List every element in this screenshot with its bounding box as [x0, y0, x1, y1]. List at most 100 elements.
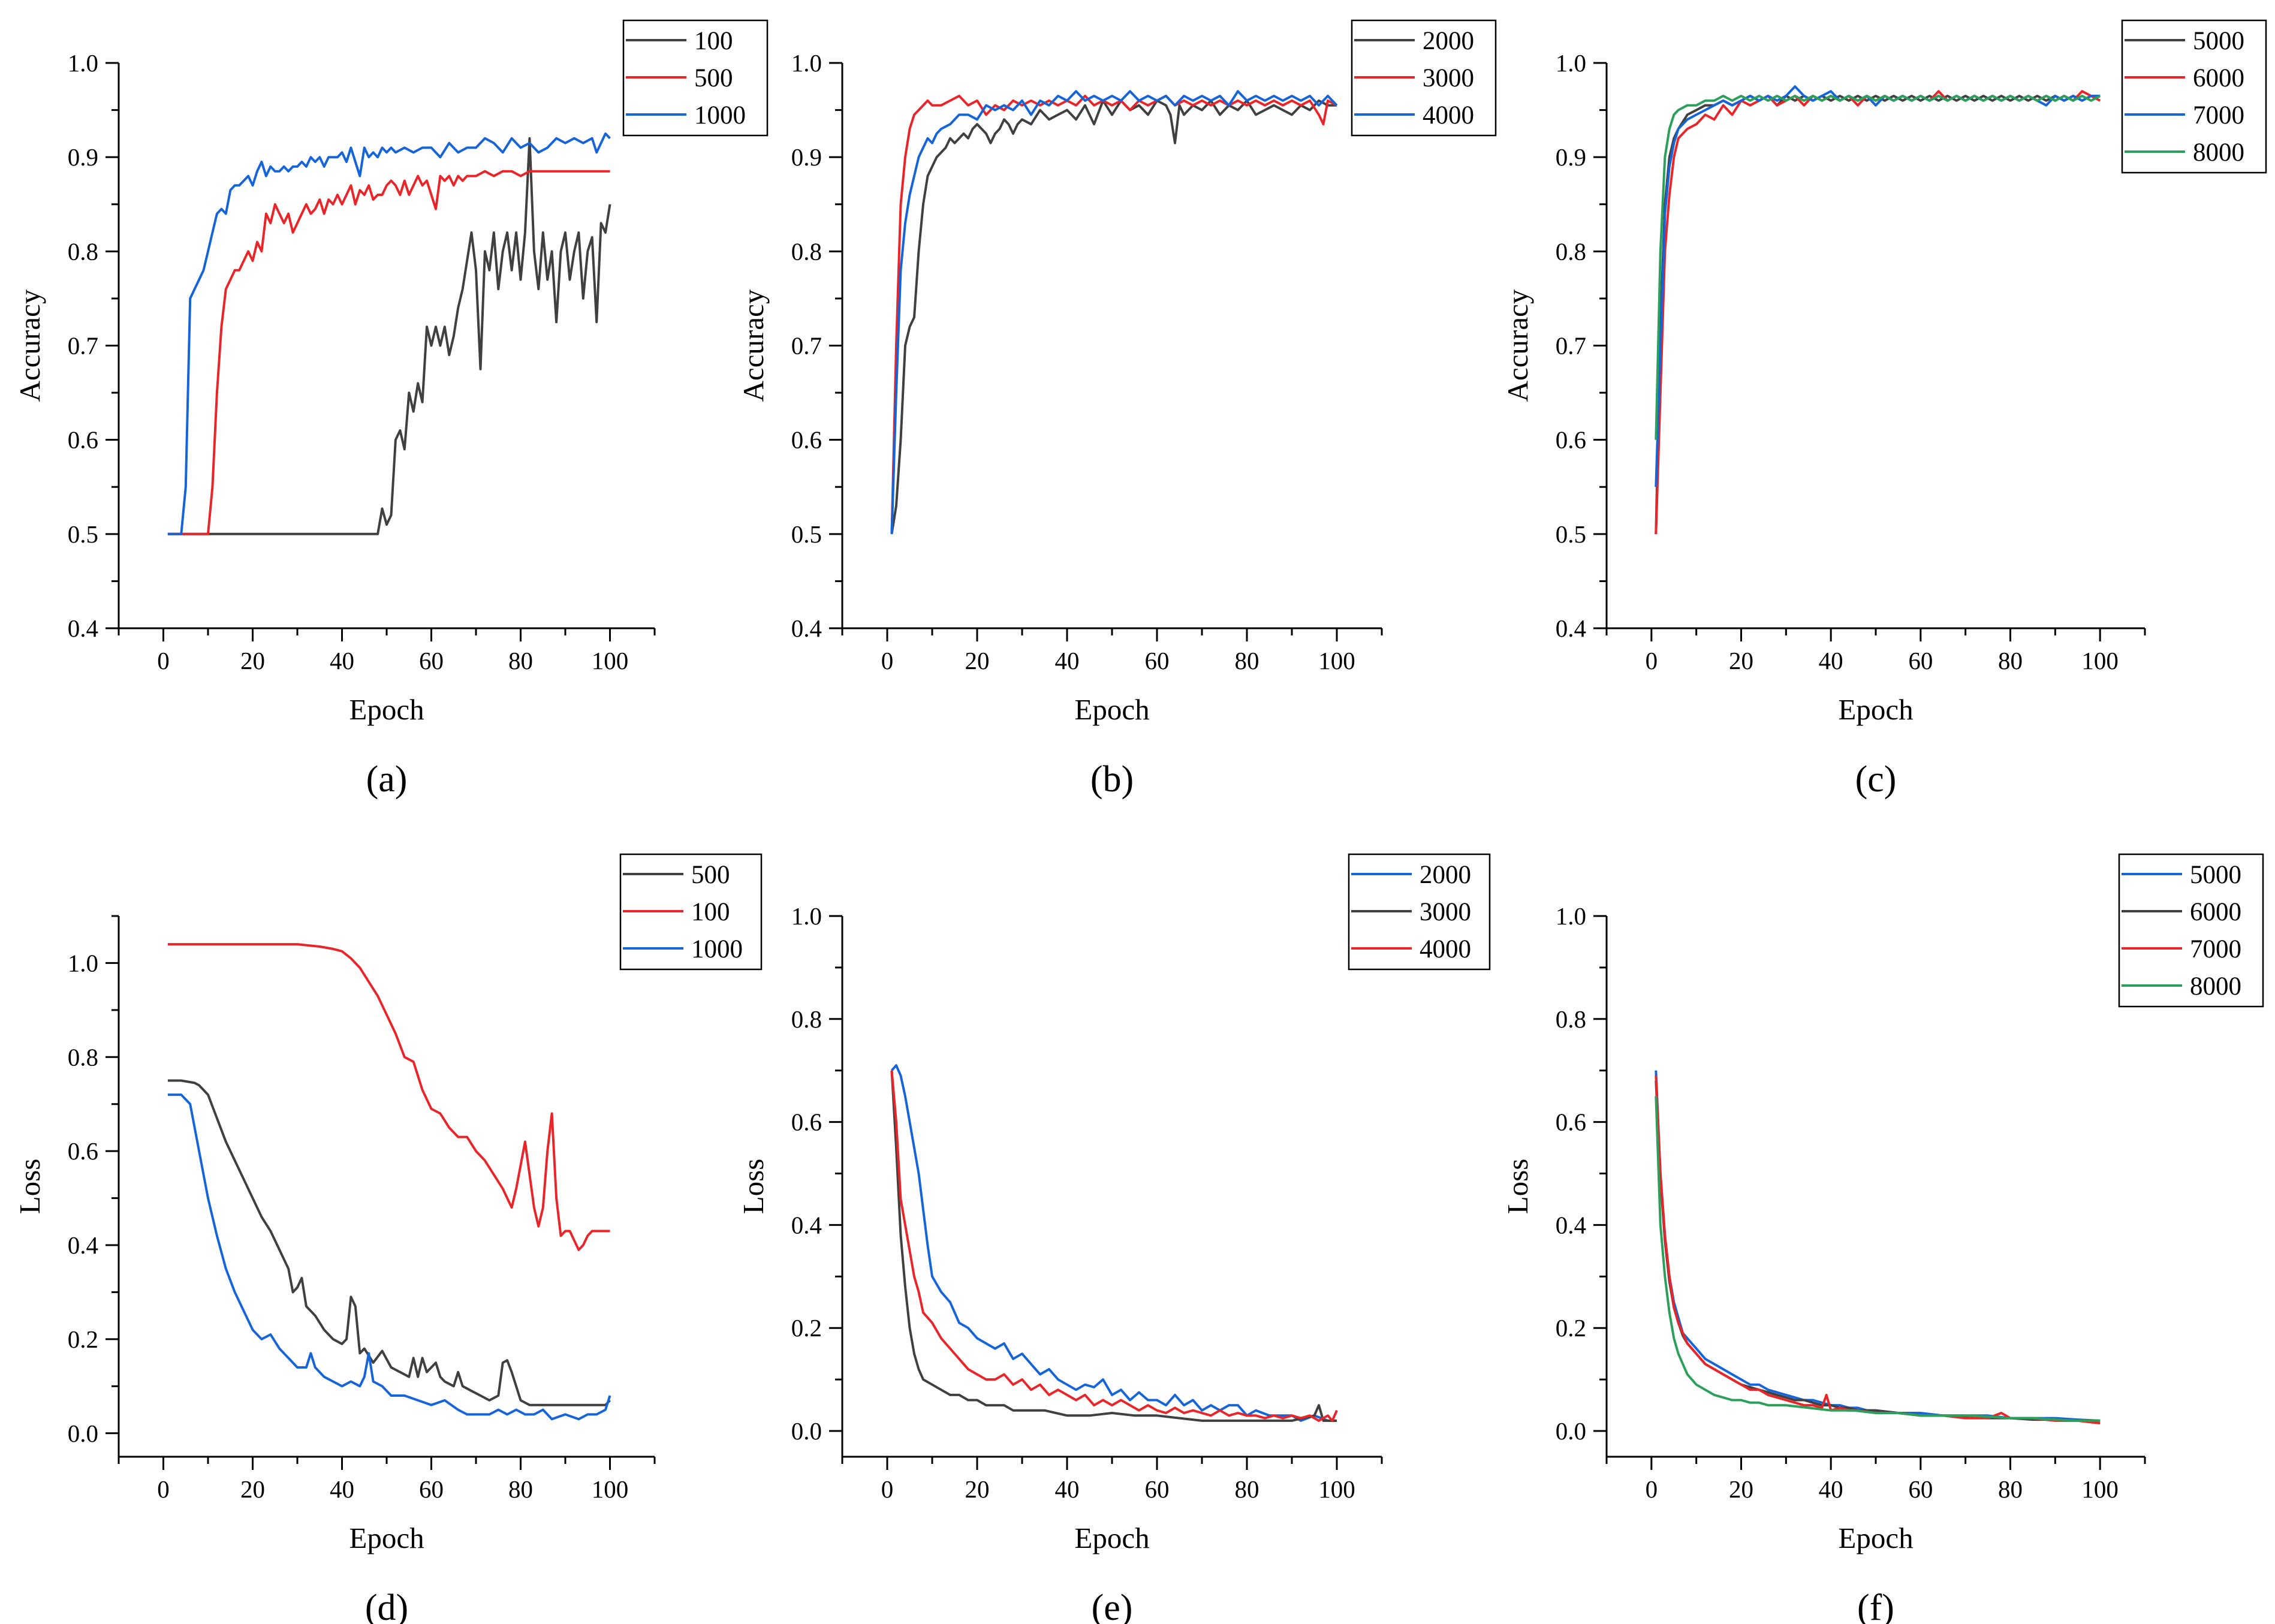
- legend-label: 5000: [2193, 27, 2244, 55]
- x-tick-label: 80: [1235, 1475, 1259, 1503]
- y-tick-label: 0.7: [68, 332, 98, 360]
- y-axis-label: Accuracy: [1501, 289, 1534, 402]
- x-tick-label: 0: [157, 1475, 170, 1503]
- legend-label: 1000: [691, 935, 743, 963]
- legend-label: 3000: [1420, 898, 1471, 926]
- series-line-5000: [1655, 1070, 2101, 1422]
- y-tick-label: 0.5: [68, 520, 98, 548]
- y-tick-label: 1.0: [68, 949, 98, 977]
- y-tick-label: 0.6: [68, 1137, 98, 1165]
- x-tick-label: 40: [1819, 1475, 1843, 1503]
- y-tick-label: 0.4: [68, 614, 98, 642]
- legend-label: 500: [694, 64, 733, 92]
- y-axis-label: Loss: [1501, 1159, 1534, 1215]
- x-tick-label: 20: [240, 647, 265, 674]
- y-tick-label: 0.9: [68, 143, 98, 171]
- x-tick-label: 40: [1055, 1475, 1080, 1503]
- y-tick-label: 0.8: [1556, 1005, 1586, 1033]
- x-tick-label: 0: [1646, 647, 1658, 674]
- y-tick-label: 0.6: [791, 1108, 822, 1136]
- series-line-1000: [167, 1093, 611, 1421]
- x-tick-label: 40: [1819, 647, 1843, 674]
- y-tick-label: 0.0: [791, 1417, 822, 1445]
- legend: 2000 3000 4000: [1348, 853, 1491, 971]
- y-tick-label: 0.4: [791, 1211, 822, 1239]
- x-axis-label: Epoch: [1838, 1521, 1913, 1554]
- legend: 500 100 1000: [619, 853, 763, 971]
- y-tick-label: 0.9: [791, 143, 822, 171]
- panel-b: 0 20 40 60 80 100 0.4 0.5 0.6 0.7 0.8 0.9 1.0 Epoch Ac…: [737, 19, 1497, 800]
- y-axis-label: Accuracy: [13, 289, 46, 402]
- legend-label: 500: [691, 861, 730, 889]
- panel-f: 0 20 40 60 80 100 0.0 0.2 0.4 0.6 0.8 1.0 Epoch Loss (…: [1501, 853, 2264, 1624]
- panel-caption: (b): [1090, 759, 1134, 800]
- y-tick-label: 0.6: [68, 426, 98, 454]
- series-line-5000: [1655, 95, 2101, 534]
- x-tick-label: 80: [508, 647, 533, 674]
- series-line-500: [167, 170, 610, 535]
- x-tick-label: 0: [881, 647, 894, 674]
- legend-label: 100: [694, 27, 733, 55]
- y-tick-label: 1.0: [791, 49, 822, 77]
- y-tick-label: 0.4: [1556, 1211, 1586, 1239]
- x-tick-label: 0: [1646, 1475, 1658, 1503]
- x-axis-label: Epoch: [349, 1521, 424, 1554]
- panel-caption: (e): [1092, 1587, 1133, 1624]
- legend-label: 4000: [1420, 935, 1471, 963]
- y-tick-label: 0.7: [1556, 332, 1586, 360]
- x-tick-label: 100: [1318, 647, 1355, 674]
- y-axis-label: Loss: [737, 1159, 770, 1215]
- y-tick-label: 0.6: [1556, 1108, 1586, 1136]
- y-tick-label: 0.2: [1556, 1314, 1586, 1342]
- panel-caption: (c): [1855, 759, 1897, 800]
- panel-caption: (d): [365, 1587, 408, 1624]
- x-tick-label: 80: [1235, 647, 1259, 674]
- legend-label: 6000: [2193, 64, 2244, 92]
- series-line-3000: [890, 95, 1337, 534]
- x-tick-label: 100: [1318, 1475, 1355, 1503]
- legend-label: 3000: [1423, 64, 1474, 92]
- series-line-7000: [1655, 1075, 2101, 1425]
- y-tick-label: 0.2: [68, 1325, 98, 1353]
- legend: 100 500 1000: [622, 19, 769, 137]
- panel-e: 0 20 40 60 80 100 0.0 0.2 0.4 0.6 0.8 1.0 Epoch Loss (…: [737, 853, 1491, 1624]
- legend: 5000 6000 7000 8000: [2118, 853, 2264, 1008]
- legend-box: [2121, 19, 2267, 174]
- y-tick-label: 0.9: [1556, 143, 1586, 171]
- x-axis-label: Epoch: [1074, 693, 1149, 726]
- x-tick-label: 100: [592, 1475, 629, 1503]
- series-line-4000: [890, 90, 1338, 534]
- y-tick-label: 0.5: [791, 520, 822, 548]
- x-tick-label: 20: [1729, 647, 1753, 674]
- x-tick-label: 40: [330, 647, 354, 674]
- legend-label: 6000: [2190, 898, 2241, 926]
- legend-label: 100: [691, 898, 730, 926]
- x-axis-label: Epoch: [1838, 693, 1913, 726]
- y-tick-label: 0.8: [791, 1005, 822, 1033]
- y-tick-label: 1.0: [1556, 49, 1586, 77]
- x-tick-label: 100: [2081, 1475, 2119, 1503]
- legend-label: 7000: [2193, 101, 2244, 129]
- x-tick-label: 40: [1055, 647, 1080, 674]
- y-tick-label: 0.2: [791, 1314, 822, 1342]
- x-axis-label: Epoch: [1074, 1521, 1149, 1554]
- x-tick-label: 100: [2081, 647, 2119, 674]
- x-tick-label: 60: [1908, 647, 1933, 674]
- y-tick-label: 0.8: [68, 237, 98, 265]
- legend: 5000 6000 7000 8000: [2121, 19, 2267, 174]
- y-tick-label: 0.8: [791, 237, 822, 265]
- legend-label: 5000: [2190, 861, 2241, 889]
- series-line-8000: [1655, 95, 2101, 440]
- y-tick-label: 0.0: [1556, 1417, 1586, 1445]
- series-line-2000: [890, 1064, 1337, 1422]
- x-tick-label: 60: [1908, 1475, 1933, 1503]
- panel-caption: (a): [366, 759, 408, 800]
- x-tick-label: 0: [881, 1475, 894, 1503]
- legend: 2000 3000 4000: [1351, 19, 1497, 137]
- y-tick-label: 1.0: [1556, 902, 1586, 930]
- x-axis-label: Epoch: [349, 693, 424, 726]
- y-tick-label: 0.6: [1556, 426, 1586, 454]
- x-tick-label: 20: [965, 1475, 990, 1503]
- legend-box: [2118, 853, 2264, 1008]
